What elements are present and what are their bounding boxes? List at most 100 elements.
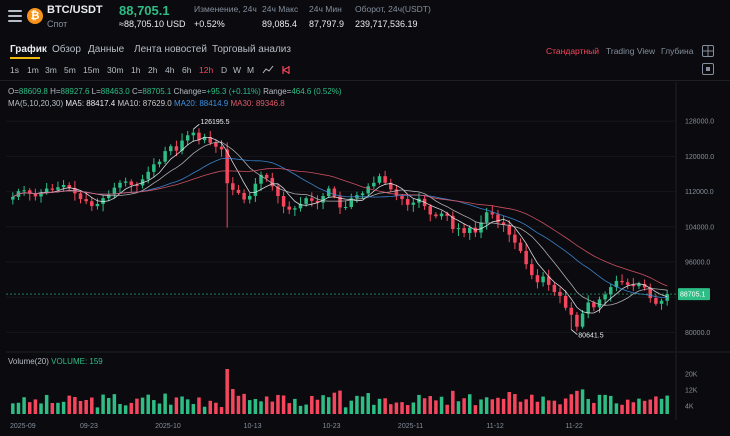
grid-layout-icon[interactable] xyxy=(702,45,714,57)
volume-bar xyxy=(473,405,478,414)
fullscreen-icon[interactable] xyxy=(702,63,714,75)
volume-bar xyxy=(231,389,235,414)
tab-chart[interactable]: График xyxy=(10,44,47,55)
volume-bar xyxy=(513,394,517,414)
volume-bar xyxy=(665,395,669,414)
candle-body xyxy=(338,196,342,208)
candle-body xyxy=(659,300,664,304)
candle-body xyxy=(513,234,517,243)
market-type: Спот xyxy=(47,19,68,29)
timeframe-m[interactable]: M xyxy=(247,65,255,75)
stat-label: Оборот, 24ч(USDT) xyxy=(355,4,431,14)
date-tick-label: 10-23 xyxy=(323,423,341,430)
timeframe-4h[interactable]: 4h xyxy=(165,65,175,75)
ma10-value: 87629.0 xyxy=(142,99,172,108)
timeframe-15m[interactable]: 15m xyxy=(83,65,100,75)
menu-icon[interactable] xyxy=(8,10,22,22)
candle-body xyxy=(185,135,190,141)
tab-data[interactable]: Данные xyxy=(88,44,125,55)
candle-body xyxy=(625,282,630,285)
tab-overview[interactable]: Обзор xyxy=(52,44,81,55)
candle-body xyxy=(552,284,557,292)
candle-body xyxy=(157,161,162,165)
volume-bar xyxy=(95,407,100,414)
timeframe-2h[interactable]: 2h xyxy=(148,65,158,75)
candle-body xyxy=(597,299,602,308)
candle-body xyxy=(180,140,184,151)
date-tick-label: 11-22 xyxy=(565,423,582,430)
timeframe-5m[interactable]: 5m xyxy=(64,65,76,75)
volume-bar xyxy=(219,407,224,414)
timeframe-1s[interactable]: 1s xyxy=(10,65,19,75)
line-chart-icon[interactable] xyxy=(262,65,274,75)
candle-body xyxy=(518,242,523,251)
candle-body xyxy=(637,284,641,287)
candle-body xyxy=(592,302,596,308)
candle-body xyxy=(609,287,613,295)
candle-body xyxy=(315,200,320,203)
timeframe-6h[interactable]: 6h xyxy=(182,65,192,75)
volume-bar xyxy=(321,395,325,414)
ohlc-readout: O=88609.8 H=88927.6 L=88463.0 C=88705.1 … xyxy=(8,87,342,96)
last-price-tag-label: 88705.1 xyxy=(680,292,705,299)
candle-body xyxy=(496,214,500,223)
volume-bar xyxy=(73,397,77,414)
candle-body xyxy=(445,213,449,216)
candle-body xyxy=(332,188,337,197)
candle-body xyxy=(84,199,88,202)
volume-label: VOLUME: xyxy=(51,357,88,366)
candle-body xyxy=(208,137,213,143)
stat-low-24h: 24ч Мин 87,797.9 xyxy=(309,4,344,29)
ticker-header xyxy=(0,0,730,34)
timeframe-d[interactable]: D xyxy=(221,65,228,75)
candle-body xyxy=(106,194,111,199)
timeframe-3m[interactable]: 3m xyxy=(45,65,57,75)
volume-bar xyxy=(518,401,523,414)
ma30-label: MA30: xyxy=(230,99,254,108)
view-depth[interactable]: Глубина xyxy=(661,46,694,56)
timeframe-1h[interactable]: 1h xyxy=(131,65,141,75)
view-tradingview[interactable]: Trading View xyxy=(606,46,656,56)
volume-bar xyxy=(563,398,568,414)
volume-bar xyxy=(642,400,647,414)
view-standard[interactable]: Стандартный xyxy=(546,46,600,56)
symbol-pair[interactable]: BTC/USDT xyxy=(47,4,103,16)
volume-bar xyxy=(22,397,26,414)
candle-body xyxy=(197,132,201,141)
candle-body xyxy=(123,181,128,183)
candle-body xyxy=(11,196,15,200)
date-tick-label: 10-13 xyxy=(244,423,262,430)
price-tick-label: 112000.0 xyxy=(685,189,714,196)
timeframe-1m[interactable]: 1m xyxy=(27,65,39,75)
timeframe-w[interactable]: W xyxy=(233,65,242,75)
candle-body xyxy=(27,190,32,194)
indicator-icon[interactable] xyxy=(281,65,291,75)
candle-body xyxy=(22,190,26,192)
candle-body xyxy=(264,174,269,178)
timeframe-12h[interactable]: 12h xyxy=(199,65,214,75)
timeframe-30m[interactable]: 30m xyxy=(107,65,124,75)
volume-bar xyxy=(546,400,551,414)
candle-body xyxy=(360,193,365,196)
volume-bar xyxy=(84,399,88,414)
volume-bar xyxy=(332,392,337,414)
date-tick-label: 09-23 xyxy=(80,423,98,430)
volume-bar xyxy=(326,397,331,414)
volume-bar xyxy=(603,394,607,414)
candle-body xyxy=(304,198,308,204)
volume-bar xyxy=(614,403,619,414)
volume-bar xyxy=(146,394,150,414)
volume-bar xyxy=(197,397,201,414)
ma5-label: MA5: xyxy=(65,99,85,108)
candle-body xyxy=(56,187,60,190)
volume-bar xyxy=(50,402,55,414)
candle-body xyxy=(479,222,483,233)
stat-value: +0.52% xyxy=(194,19,225,29)
tab-news[interactable]: Лента новостей xyxy=(134,44,207,55)
tab-trading-analysis[interactable]: Торговый анализ xyxy=(212,44,291,55)
volume-bar xyxy=(569,394,574,414)
volume-bar xyxy=(456,401,461,414)
candle-body xyxy=(580,313,585,327)
volume-bar xyxy=(372,404,376,414)
